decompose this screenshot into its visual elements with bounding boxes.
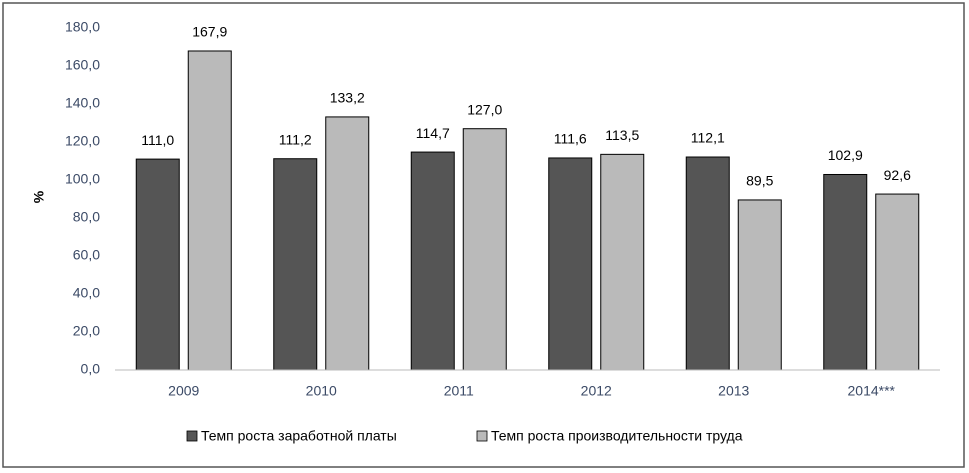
bar [187,50,232,371]
bar [875,193,920,371]
bar [600,153,645,371]
x-tick-label: 2012 [581,383,612,399]
x-tick-label: 2011 [444,383,474,399]
bar [410,151,455,371]
x-tick-label: 2013 [718,383,749,399]
y-tick-label: 160,0 [65,57,100,73]
data-label: 111,6 [554,131,587,147]
bar [823,173,868,371]
bar [462,128,507,371]
data-label: 102,9 [828,147,863,163]
x-tick-label: 2009 [168,383,199,399]
data-label: 111,2 [279,131,312,147]
y-axis-title: % [31,190,47,203]
legend-label: Темп роста заработной платы [201,428,397,444]
bar [685,156,730,371]
data-label: 113,5 [605,127,639,143]
bar [135,158,180,371]
y-tick-label: 40,0 [73,285,100,301]
y-tick-label: 140,0 [65,95,100,111]
bar [325,116,370,371]
bar [737,199,782,371]
y-tick-label: 120,0 [65,133,100,149]
data-label: 111,0 [141,132,174,148]
bar [273,158,318,371]
legend-swatch [186,430,198,442]
data-label: 114,7 [416,125,450,141]
y-tick-label: 0,0 [81,361,101,377]
data-label: 133,2 [330,90,365,106]
legend-label: Темп роста производительности труда [491,428,743,444]
data-label: 92,6 [884,167,911,183]
data-label: 89,5 [746,173,773,189]
y-tick-label: 80,0 [73,209,100,225]
data-label: 127,0 [467,101,502,117]
x-tick-label: 2014*** [848,383,896,399]
bar [548,157,593,371]
data-label: 112,1 [691,130,725,146]
x-tick-label: 2010 [306,383,337,399]
legend-swatch [476,430,488,442]
y-tick-label: 180,0 [65,19,100,35]
y-tick-label: 100,0 [65,171,100,187]
y-tick-label: 20,0 [73,323,100,339]
data-label: 167,9 [192,24,227,40]
y-tick-label: 60,0 [73,247,100,263]
